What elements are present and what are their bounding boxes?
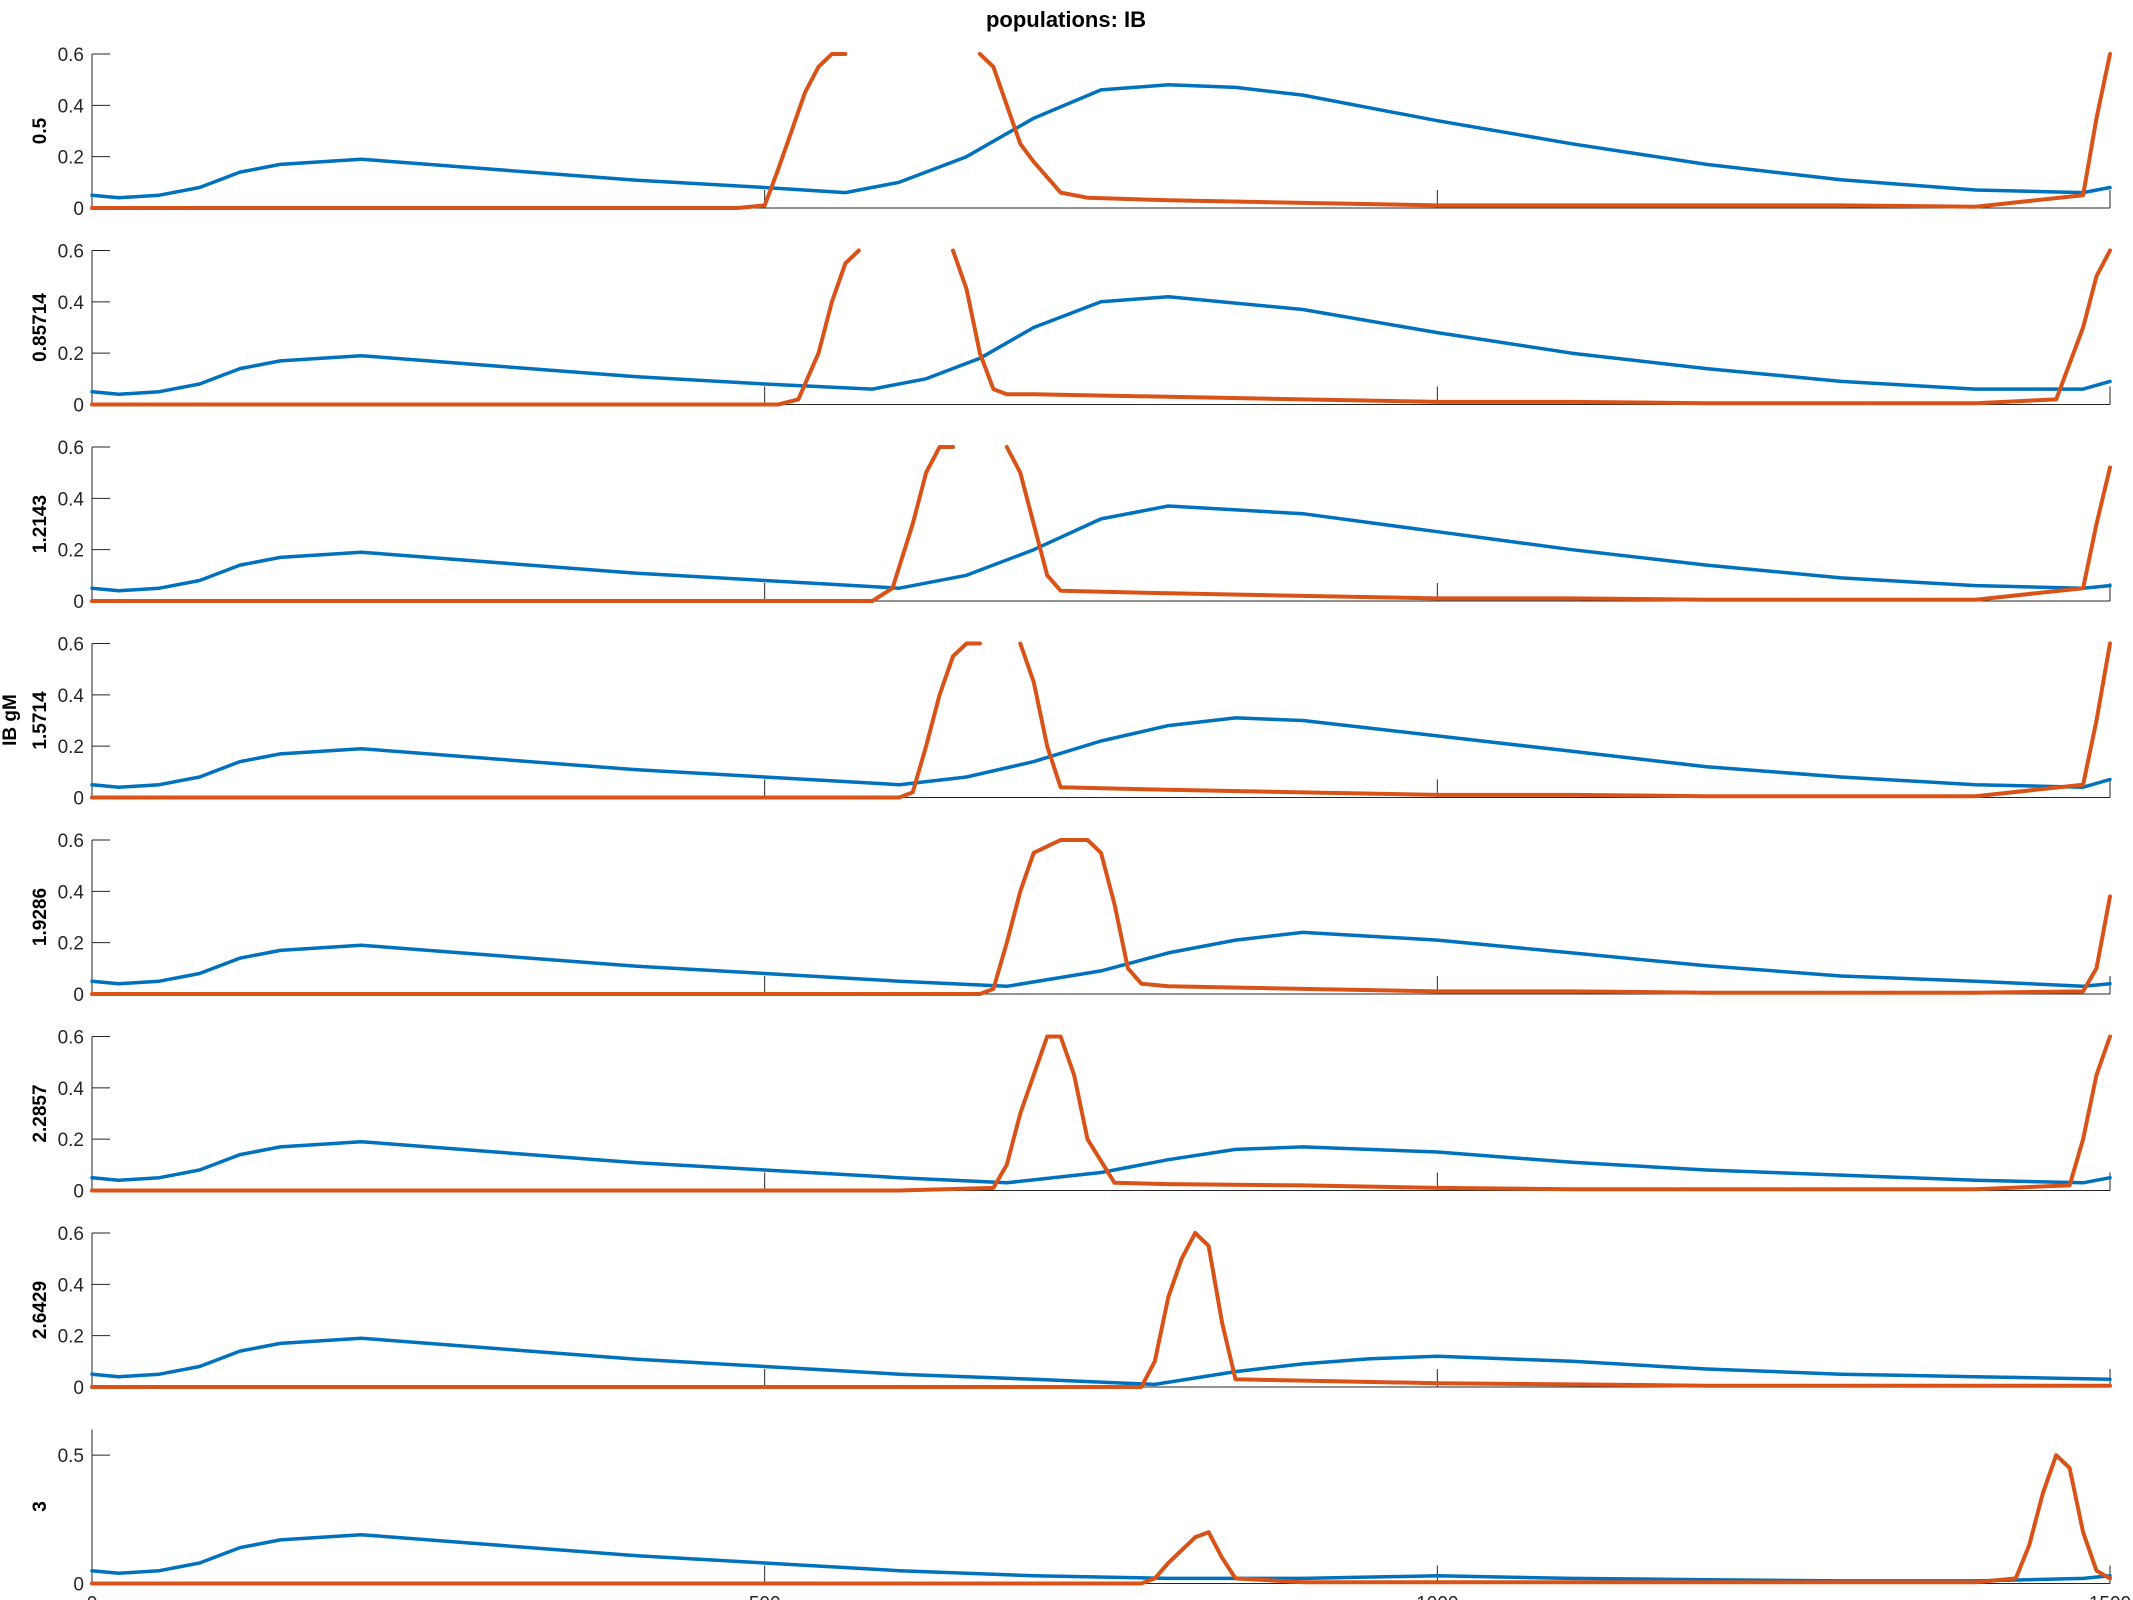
panel-2: 0 0.2 0.4 0.6 0.85714 bbox=[30, 242, 2112, 417]
x-tick-label: 0 bbox=[87, 1594, 98, 1600]
panel-label: 2.6429 bbox=[30, 1281, 51, 1339]
y-tick-label: 0.6 bbox=[58, 242, 84, 263]
panel-label: 0.5 bbox=[30, 117, 51, 144]
panel-label: 1.2143 bbox=[30, 495, 51, 553]
panel-label: 2.2857 bbox=[30, 1084, 51, 1142]
y-tick-label: 0 bbox=[73, 199, 84, 220]
panel-4: 0 0.2 0.4 0.6 1.5714 bbox=[30, 635, 2112, 810]
y-tick-label: 0 bbox=[73, 1575, 84, 1596]
y-tick-label: 0.2 bbox=[58, 541, 84, 562]
y-tick-label: 0.4 bbox=[58, 293, 85, 314]
series-1-line bbox=[90, 930, 2112, 989]
y-tick-label: 0.2 bbox=[58, 1327, 84, 1348]
y-tick-label: 0.2 bbox=[58, 737, 84, 758]
y-tick-label: 0.2 bbox=[58, 934, 84, 955]
y-tick-label: 0.2 bbox=[58, 148, 84, 169]
x-tick-label: 1000 bbox=[1416, 1594, 1458, 1600]
series-2-line bbox=[90, 641, 2112, 800]
series-1-line bbox=[90, 294, 2112, 396]
group-y-axis-label: IB gM bbox=[0, 694, 21, 746]
y-tick-label: 0.5 bbox=[58, 1446, 84, 1467]
panel-label: 0.85714 bbox=[30, 293, 51, 362]
series-2-line bbox=[90, 445, 2112, 603]
panel-label: 1.5714 bbox=[30, 691, 51, 750]
y-tick-label: 0 bbox=[73, 1182, 84, 1203]
panel-1: 0 0.2 0.4 0.6 0.5 bbox=[30, 45, 2112, 220]
y-tick-label: 0.4 bbox=[58, 1079, 85, 1100]
series-1-line bbox=[90, 83, 2112, 200]
y-tick-label: 0.6 bbox=[58, 635, 84, 656]
panel-label: 3 bbox=[30, 1501, 51, 1512]
y-tick-label: 0 bbox=[73, 1378, 84, 1399]
series-2-line bbox=[90, 1231, 2112, 1389]
series-2-line bbox=[90, 1453, 2112, 1586]
series-2-line bbox=[90, 838, 2112, 996]
chart-panels: 0 0.2 0.4 0.6 0.5 0 0.2 0.4 0.6 0.85714 0 0.2 0.4 0.6… bbox=[30, 45, 2131, 1600]
y-tick-label: 0.4 bbox=[58, 686, 85, 707]
panel-5: 0 0.2 0.4 0.6 1.9286 bbox=[30, 831, 2112, 1006]
y-tick-label: 0.4 bbox=[58, 882, 85, 903]
series-1-line bbox=[90, 1336, 2112, 1387]
y-tick-label: 0.4 bbox=[58, 489, 85, 510]
series-1-line bbox=[90, 716, 2112, 789]
series-2-line bbox=[90, 1034, 2112, 1193]
series-2-line bbox=[90, 52, 2112, 210]
series-1-line bbox=[90, 504, 2112, 593]
y-tick-label: 0.4 bbox=[58, 1275, 85, 1296]
y-tick-label: 0.4 bbox=[58, 96, 85, 117]
panel-7: 0 0.2 0.4 0.6 2.6429 bbox=[30, 1224, 2112, 1399]
y-tick-label: 0.6 bbox=[58, 831, 84, 852]
y-tick-label: 0.6 bbox=[58, 45, 84, 66]
series-1-line bbox=[90, 1139, 2112, 1185]
y-tick-label: 0 bbox=[73, 592, 84, 613]
x-tick-labels: 0 500 1000 1500 bbox=[87, 1594, 2131, 1600]
panel-3: 0 0.2 0.4 0.6 1.2143 bbox=[30, 438, 2112, 613]
series-2-line bbox=[90, 248, 2112, 407]
chart-title: populations: IB bbox=[986, 7, 1146, 32]
panel-label: 1.9286 bbox=[30, 888, 51, 946]
y-tick-label: 0.2 bbox=[58, 1130, 84, 1151]
x-tick-label: 1500 bbox=[2089, 1594, 2131, 1600]
y-tick-label: 0.2 bbox=[58, 344, 84, 365]
y-tick-label: 0.6 bbox=[58, 1028, 84, 1049]
panel-8: 00.53 bbox=[30, 1429, 2112, 1596]
y-tick-label: 0.6 bbox=[58, 438, 84, 459]
x-tick-label: 500 bbox=[749, 1594, 781, 1600]
y-tick-label: 0.6 bbox=[58, 1224, 84, 1245]
y-tick-label: 0 bbox=[73, 396, 84, 417]
panel-6: 0 0.2 0.4 0.6 2.2857 bbox=[30, 1028, 2112, 1203]
y-tick-label: 0 bbox=[73, 789, 84, 810]
y-tick-label: 0 bbox=[73, 985, 84, 1006]
series-1-line bbox=[90, 1532, 2112, 1583]
